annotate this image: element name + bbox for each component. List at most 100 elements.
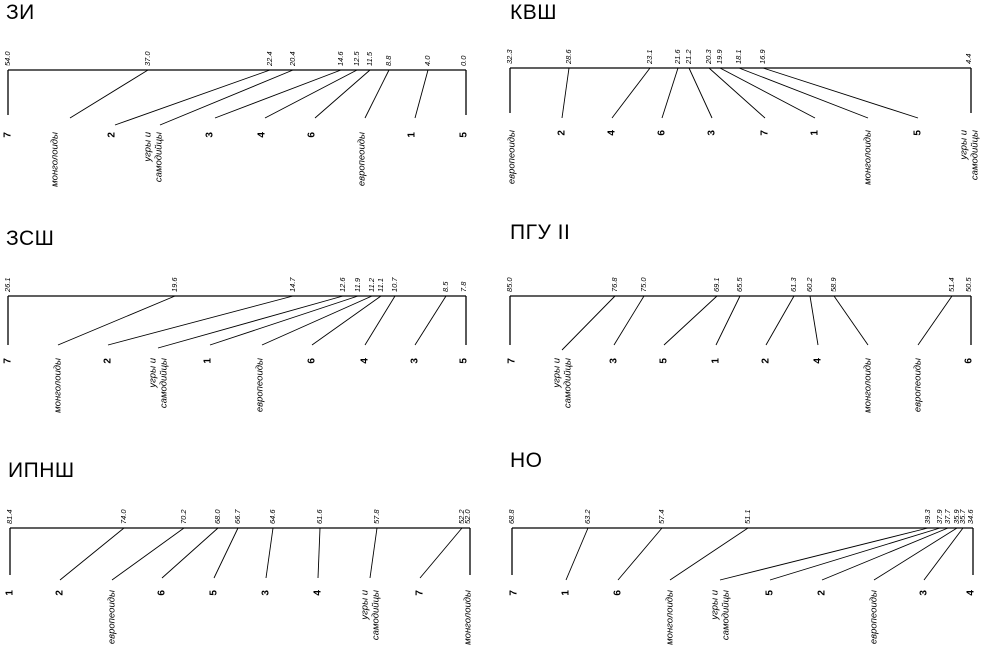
- ipnsh-leaf-label: 6: [157, 590, 168, 596]
- no-group-label: монголоиды: [665, 590, 676, 645]
- pgu-leaf-label: 4: [813, 358, 824, 364]
- zi-tick-label: 20.4: [288, 51, 297, 67]
- zi-group-label: европеоиды: [357, 132, 368, 186]
- pgu-leaf-label: 3: [609, 358, 620, 364]
- kvsh-tick-label: 21.2: [684, 49, 693, 65]
- kvsh-tick-label: 4.4: [964, 54, 973, 64]
- no-tick-label: 68.8: [507, 509, 516, 524]
- pgu-group-label: самодийцы: [563, 358, 574, 408]
- zssh-link-0: [57, 295, 176, 346]
- ipnsh-leaf-label: 7: [415, 590, 426, 596]
- panel-title-zi: ЗИ: [6, 1, 35, 24]
- zssh-tick-label: 12.6: [338, 277, 347, 292]
- ipnsh-leaf-label: 1: [5, 590, 16, 596]
- kvsh-tick-label: 32.3: [505, 49, 514, 64]
- ipnsh-tick-label: 68.0: [213, 509, 222, 524]
- zssh-leaf-label: 5: [459, 358, 470, 364]
- pgu-link-0: [561, 295, 616, 351]
- zi-leaf-label: 2: [107, 132, 118, 138]
- kvsh-leaf-label: 4: [607, 130, 618, 136]
- ipnsh-group-label: европеоиды: [107, 590, 118, 644]
- zi-tick-label: 37.0: [143, 51, 152, 66]
- panel-title-zssh: ЗСШ: [6, 227, 55, 250]
- no-link-3: [719, 527, 929, 581]
- ipnsh-leaf-label: 5: [209, 590, 220, 596]
- zssh-leaf-label: 4: [360, 358, 371, 364]
- kvsh-leaf-label: 3: [707, 130, 718, 136]
- zi-link-2: [159, 69, 294, 126]
- zi-leaf-label: 7: [3, 132, 14, 138]
- zi-group-label: угры и: [143, 131, 154, 162]
- zssh-group-label: монголоиды: [53, 358, 64, 413]
- kvsh-leaf-label: 2: [557, 130, 568, 136]
- kvsh-group-label: европеоиды: [507, 130, 518, 184]
- no-group-label: самодийцы: [721, 590, 732, 640]
- ipnsh-group-label: угры и: [360, 589, 371, 620]
- pgu-tick-label: 85.0: [505, 277, 514, 292]
- no-tick-label: 63.2: [583, 509, 592, 524]
- ipnsh-tick-label: 81.4: [5, 509, 14, 524]
- panel-title-kvsh: КВШ: [510, 1, 557, 24]
- zssh-tick-label: 11.9: [353, 277, 362, 292]
- pgu-tick-label: 75.0: [639, 277, 648, 292]
- no-tick-label: 51.1: [743, 509, 752, 524]
- zssh-tick-label: 8.5: [441, 281, 450, 292]
- kvsh-link-1: [611, 67, 651, 119]
- no-link-7: [923, 527, 964, 581]
- zi-group-label: самодийцы: [154, 132, 165, 182]
- no-tick-label: 35.9: [952, 509, 961, 524]
- zi-tick-label: 8.8: [384, 55, 393, 66]
- no-group-label: угры и: [710, 589, 721, 620]
- no-leaf-label: 5: [765, 590, 776, 596]
- kvsh-link-6: [738, 67, 869, 119]
- ipnsh-tick-label: 52.0: [463, 509, 472, 524]
- zssh-leaf-label: 2: [103, 358, 114, 364]
- ipnsh-tick-label: 61.6: [315, 509, 324, 524]
- zssh-tick-label: 14.7: [288, 277, 297, 292]
- pgu-link-3: [715, 295, 741, 346]
- pgu-link-2: [663, 295, 718, 346]
- kvsh-group-label: монголоиды: [863, 130, 874, 185]
- zssh-tick-label: 26.1: [3, 277, 12, 293]
- no-link-1: [617, 527, 663, 581]
- pgu-leaf-label: 7: [507, 358, 518, 364]
- zi-leaf-label: 3: [205, 132, 216, 138]
- zssh-tick-label: 10.7: [390, 277, 399, 292]
- kvsh-tick-label: 16.9: [758, 49, 767, 64]
- no-tick-label: 39.3: [923, 509, 932, 524]
- no-tick-label: 37.9: [935, 509, 944, 524]
- no-link-4: [769, 527, 941, 581]
- pgu-leaf-label: 1: [711, 358, 722, 364]
- zi-leaf-label: 6: [307, 132, 318, 138]
- ipnsh-link-5: [317, 527, 321, 579]
- zssh-leaf-label: 6: [307, 358, 318, 364]
- zi-link-3: [214, 69, 342, 119]
- zssh-group-label: самодийцы: [159, 358, 170, 408]
- pgu-leaf-label: 5: [659, 358, 670, 364]
- panel-title-ipnsh: ИПНШ: [8, 459, 75, 482]
- zi-leaf-label: 4: [257, 132, 268, 138]
- ipnsh-group-label: самодийцы: [371, 590, 382, 640]
- ipnsh-link-0: [59, 527, 125, 581]
- zssh-link-5: [311, 295, 382, 346]
- pgu-tick-label: 69.1: [712, 277, 721, 292]
- ipnsh-tick-label: 52.2: [457, 509, 466, 524]
- no-leaf-label: 1: [561, 590, 572, 596]
- zi-tick-label: 11.5: [365, 51, 374, 66]
- no-leaf-label: 6: [613, 590, 624, 596]
- kvsh-link-4: [708, 67, 766, 119]
- panel-title-no: НО: [510, 449, 543, 472]
- kvsh-tick-label: 23.1: [645, 49, 654, 65]
- no-tick-label: 34.6: [966, 509, 975, 524]
- pgu-link-6: [833, 295, 869, 346]
- kvsh-link-3: [688, 67, 713, 119]
- pgu-leaf-label: 6: [964, 358, 975, 364]
- zi-tick-label: 22.4: [265, 51, 274, 67]
- no-link-5: [821, 527, 949, 581]
- no-link-6: [873, 527, 958, 581]
- zssh-link-3: [209, 295, 359, 346]
- zi-link-6: [364, 69, 390, 119]
- pgu-group-label: угры и: [552, 357, 563, 388]
